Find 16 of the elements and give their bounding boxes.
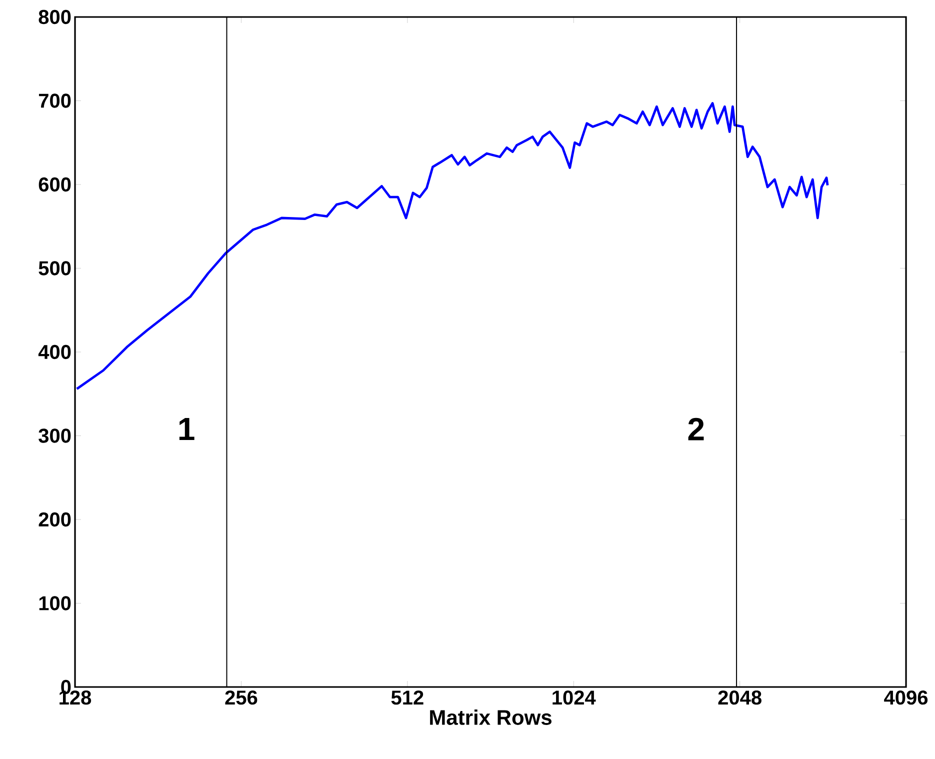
x-tick-label: 256 — [225, 690, 258, 705]
x-tick-label: 4096 — [884, 690, 928, 705]
y-tick-label: 400 — [38, 344, 71, 360]
y-tick-label: 500 — [38, 261, 71, 276]
y-tick-label: 600 — [38, 177, 71, 192]
y-tick-label: 700 — [38, 94, 71, 108]
y-tick-label: 200 — [38, 512, 71, 527]
annotation: 2 — [688, 418, 704, 440]
y-tick-label: 800 — [38, 10, 71, 24]
x-tick-label: 512 — [391, 690, 424, 705]
x-tick-label: 1024 — [552, 690, 596, 705]
y-tick-label: 100 — [39, 596, 71, 610]
y-tick-label: 300 — [38, 428, 71, 443]
x-tick-label: 2048 — [718, 690, 762, 705]
x-axis-title: Matrix Rows — [430, 710, 552, 725]
annotation: 1 — [179, 418, 194, 440]
